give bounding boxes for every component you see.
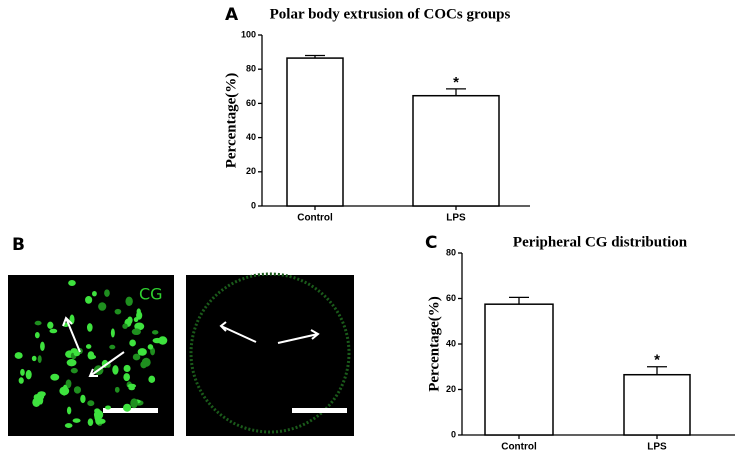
- granule: [40, 341, 45, 352]
- bar: [412, 94, 500, 207]
- granule: [140, 361, 148, 369]
- y-tick-label: 20: [246, 166, 256, 176]
- granule: [59, 386, 70, 396]
- granule: [25, 369, 32, 380]
- granule: [65, 379, 72, 389]
- granule: [92, 291, 97, 297]
- granule: [85, 296, 93, 304]
- granule: [72, 418, 81, 423]
- granule: [97, 418, 106, 424]
- y-axis-label: Percentage(%): [426, 296, 442, 392]
- y-tick-label: 80: [246, 64, 256, 74]
- granule: [34, 331, 40, 339]
- granule: [158, 336, 168, 345]
- granule: [114, 308, 122, 315]
- granule: [151, 330, 159, 335]
- granule: [104, 289, 110, 297]
- granule: [114, 386, 120, 393]
- granule: [93, 409, 104, 420]
- x-tick-label: Control: [501, 442, 537, 453]
- oocyte-cortex: [189, 272, 351, 434]
- granule: [70, 348, 78, 354]
- y-tick-label: 100: [241, 29, 256, 39]
- granule: [134, 322, 145, 331]
- granule: [137, 348, 147, 356]
- scale-bar: [292, 408, 347, 413]
- y-tick-label: 0: [451, 429, 456, 439]
- granule: [70, 367, 78, 374]
- panel-label: A: [225, 5, 239, 25]
- y-axis-label: Percentage(%): [223, 73, 239, 169]
- granule: [38, 395, 44, 405]
- significance: *: [654, 352, 660, 369]
- granule: [14, 352, 23, 359]
- x-tick-label: LPS: [647, 442, 667, 453]
- granule: [123, 403, 132, 412]
- granule: [131, 328, 141, 336]
- granule: [50, 373, 60, 381]
- granule: [47, 321, 54, 329]
- granule: [105, 405, 111, 410]
- scale-bar: [103, 408, 158, 413]
- micrographs: B CG: [8, 235, 354, 436]
- granule: [152, 337, 163, 344]
- y-tick-label: 40: [246, 132, 256, 142]
- granule: [68, 279, 76, 286]
- granule: [125, 296, 133, 307]
- chart-title: Peripheral CG distribution: [513, 234, 688, 250]
- panel-label: B: [12, 235, 25, 255]
- y-tick-label: 80: [446, 247, 456, 257]
- granule: [31, 355, 37, 362]
- arrows: [62, 316, 320, 377]
- granule: [98, 302, 107, 311]
- x-tick-label: LPS: [446, 213, 466, 224]
- granule: [87, 351, 95, 360]
- granule: [80, 394, 86, 404]
- granule: [18, 377, 24, 384]
- granule: [112, 365, 119, 375]
- granule: [66, 358, 77, 367]
- granule: [49, 328, 58, 334]
- panel-label: C: [425, 233, 437, 253]
- granule: [130, 398, 138, 409]
- granule: [85, 344, 92, 349]
- x-tick-label: Control: [297, 213, 333, 224]
- bar: [623, 373, 691, 436]
- granule: [73, 386, 82, 394]
- granule: [129, 339, 136, 347]
- granule: [87, 418, 94, 427]
- granule: [37, 355, 42, 364]
- granule: [136, 311, 143, 320]
- granule: [127, 383, 137, 389]
- y-tick-label: 20: [446, 384, 456, 394]
- granule: [109, 344, 116, 350]
- y-tick-label: 60: [446, 293, 456, 303]
- granule: [148, 375, 156, 383]
- granule: [147, 344, 154, 350]
- chart-title: Polar body extrusion of COCs groups: [270, 6, 511, 22]
- granule: [123, 364, 131, 373]
- granule: [123, 373, 130, 382]
- granule: [66, 406, 72, 415]
- granule: [87, 400, 95, 407]
- granule: [110, 328, 115, 338]
- granule: [132, 353, 141, 361]
- stain-label: CG: [139, 285, 163, 304]
- granule: [34, 320, 42, 326]
- granule: [122, 323, 128, 329]
- y-tick-label: 0: [251, 200, 256, 210]
- bar: [484, 303, 554, 436]
- bar: [286, 57, 344, 207]
- significance: *: [453, 74, 459, 91]
- granule: [86, 323, 93, 332]
- granule: [64, 423, 73, 429]
- y-tick-label: 40: [446, 338, 456, 348]
- granule: [20, 368, 25, 376]
- y-tick-label: 60: [246, 98, 256, 108]
